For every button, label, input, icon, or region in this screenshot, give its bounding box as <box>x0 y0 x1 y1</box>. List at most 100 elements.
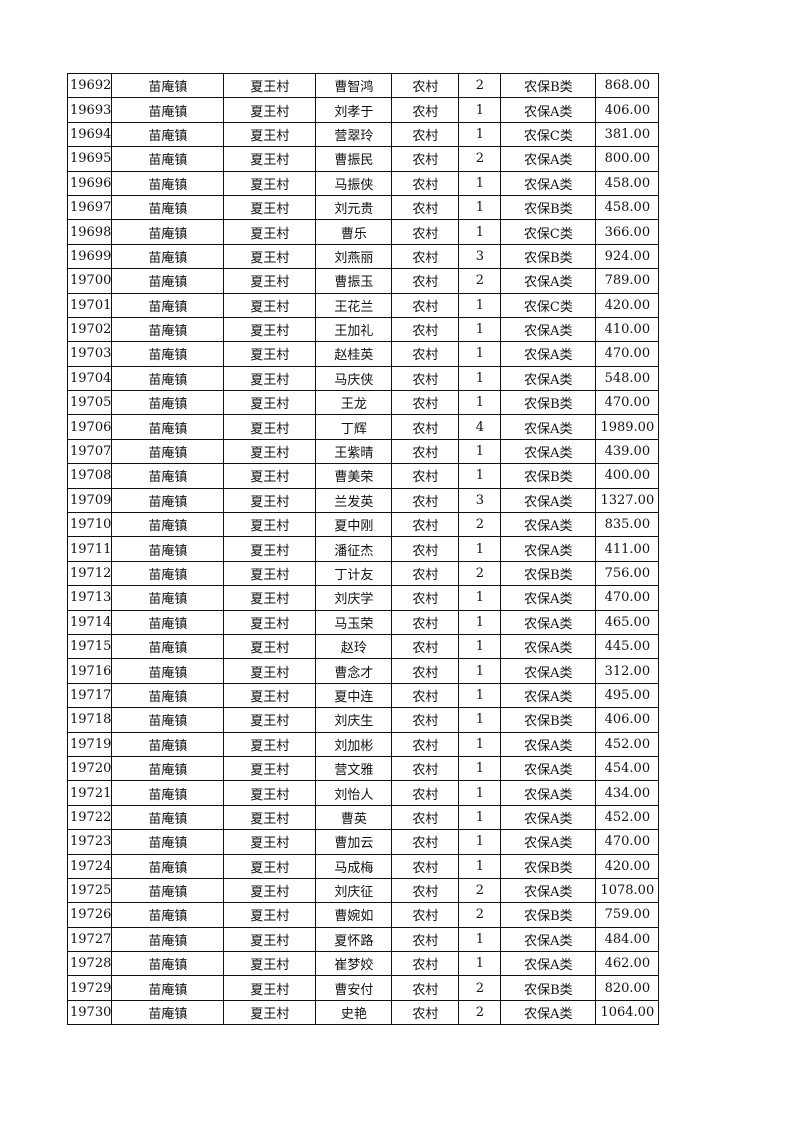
insurance-category-cell: 农保B类 <box>500 560 597 587</box>
insurance-category-cell: 农保A类 <box>500 804 597 831</box>
table-row: 19728 苗庵镇 夏王村 崔梦姣 农村 1 农保A类 462.00 <box>66 951 660 977</box>
amount-cell: 820.00 <box>595 975 660 1001</box>
town-cell: 苗庵镇 <box>111 170 225 196</box>
village-cell: 夏王村 <box>223 341 317 367</box>
insurance-category-cell: 农保A类 <box>500 951 597 977</box>
village-cell: 夏王村 <box>223 804 317 831</box>
town-cell: 苗庵镇 <box>111 512 225 538</box>
amount-cell: 420.00 <box>595 853 660 879</box>
table-row: 19722 苗庵镇 夏王村 曹英 农村 1 农保A类 452.00 <box>66 804 660 831</box>
table-row: 19730 苗庵镇 夏王村 史艳 农村 2 农保A类 1064.00 <box>66 999 660 1026</box>
member-count-cell: 3 <box>458 243 502 270</box>
household-type-cell: 农村 <box>391 707 460 733</box>
member-count-cell: 1 <box>458 292 502 318</box>
member-count-cell: 2 <box>458 975 502 1001</box>
amount-cell: 495.00 <box>595 682 660 709</box>
person-name-cell: 马振侠 <box>315 170 393 196</box>
town-cell: 苗庵镇 <box>111 121 225 148</box>
row-id-cell: 19705 <box>66 390 113 416</box>
member-count-cell: 4 <box>458 414 502 440</box>
table-row: 19698 苗庵镇 夏王村 曹乐 农村 1 农保C类 366.00 <box>66 219 660 245</box>
insurance-category-cell: 农保C类 <box>500 219 597 245</box>
household-type-cell: 农村 <box>391 951 460 977</box>
town-cell: 苗庵镇 <box>111 853 225 879</box>
amount-cell: 410.00 <box>595 316 660 343</box>
town-cell: 苗庵镇 <box>111 682 225 709</box>
member-count-cell: 1 <box>458 390 502 416</box>
row-id-cell: 19727 <box>66 926 113 953</box>
village-cell: 夏王村 <box>223 853 317 879</box>
amount-cell: 470.00 <box>595 341 660 367</box>
town-cell: 苗庵镇 <box>111 755 225 782</box>
insurance-category-cell: 农保A类 <box>500 731 597 757</box>
table-row: 19716 苗庵镇 夏王村 曹念才 农村 1 农保A类 312.00 <box>66 658 660 684</box>
village-cell: 夏王村 <box>223 268 317 294</box>
village-cell: 夏王村 <box>223 97 317 123</box>
amount-cell: 924.00 <box>595 243 660 270</box>
amount-cell: 1064.00 <box>595 999 660 1026</box>
table-body: 19692 苗庵镇 夏王村 曹智鸿 农村 2 农保B类 868.00 19693 苗庵镇 夏王村 刘孝… <box>66 72 660 1026</box>
household-type-cell: 农村 <box>391 194 460 221</box>
member-count-cell: 2 <box>458 877 502 904</box>
town-cell: 苗庵镇 <box>111 658 225 684</box>
insurance-category-cell: 农保A类 <box>500 316 597 343</box>
insurance-category-cell: 农保B类 <box>500 463 597 489</box>
household-type-cell: 农村 <box>391 658 460 684</box>
village-cell: 夏王村 <box>223 780 317 806</box>
table-row: 19706 苗庵镇 夏王村 丁辉 农村 4 农保A类 1989.00 <box>66 414 660 440</box>
household-type-cell: 农村 <box>391 829 460 855</box>
row-id-cell: 19703 <box>66 341 113 367</box>
town-cell: 苗庵镇 <box>111 585 225 611</box>
table-row: 19729 苗庵镇 夏王村 曹安付 农村 2 农保B类 820.00 <box>66 975 660 1001</box>
row-id-cell: 19709 <box>66 487 113 514</box>
table-row: 19718 苗庵镇 夏王村 刘庆生 农村 1 农保B类 406.00 <box>66 707 660 733</box>
row-id-cell: 19717 <box>66 682 113 709</box>
row-id-cell: 19693 <box>66 97 113 123</box>
amount-cell: 470.00 <box>595 390 660 416</box>
person-name-cell: 赵桂英 <box>315 341 393 367</box>
household-type-cell: 农村 <box>391 877 460 904</box>
town-cell: 苗庵镇 <box>111 146 225 172</box>
insurance-category-cell: 农保B类 <box>500 902 597 928</box>
amount-cell: 406.00 <box>595 707 660 733</box>
table-row: 19700 苗庵镇 夏王村 曹振玉 农村 2 农保A类 789.00 <box>66 268 660 294</box>
person-name-cell: 兰发英 <box>315 487 393 514</box>
insurance-category-cell: 农保A类 <box>500 268 597 294</box>
household-type-cell: 农村 <box>391 219 460 245</box>
town-cell: 苗庵镇 <box>111 804 225 831</box>
person-name-cell: 刘怡人 <box>315 780 393 806</box>
row-id-cell: 19700 <box>66 268 113 294</box>
member-count-cell: 1 <box>458 951 502 977</box>
table-row: 19717 苗庵镇 夏王村 夏中连 农村 1 农保A类 495.00 <box>66 682 660 709</box>
table-row: 19695 苗庵镇 夏王村 曹振民 农村 2 农保A类 800.00 <box>66 146 660 172</box>
person-name-cell: 夏怀路 <box>315 926 393 953</box>
household-type-cell: 农村 <box>391 999 460 1026</box>
town-cell: 苗庵镇 <box>111 633 225 660</box>
town-cell: 苗庵镇 <box>111 316 225 343</box>
insurance-category-cell: 农保A类 <box>500 536 597 562</box>
household-type-cell: 农村 <box>391 72 460 99</box>
table-row: 19696 苗庵镇 夏王村 马振侠 农村 1 农保A类 458.00 <box>66 170 660 196</box>
member-count-cell: 1 <box>458 829 502 855</box>
insurance-category-cell: 农保A类 <box>500 97 597 123</box>
member-count-cell: 1 <box>458 926 502 953</box>
town-cell: 苗庵镇 <box>111 365 225 392</box>
village-cell: 夏王村 <box>223 560 317 587</box>
person-name-cell: 潘征杰 <box>315 536 393 562</box>
person-name-cell: 营翠玲 <box>315 121 393 148</box>
insurance-category-cell: 农保A类 <box>500 170 597 196</box>
table-row: 19701 苗庵镇 夏王村 王花兰 农村 1 农保C类 420.00 <box>66 292 660 318</box>
person-name-cell: 赵玲 <box>315 633 393 660</box>
household-type-cell: 农村 <box>391 243 460 270</box>
member-count-cell: 1 <box>458 170 502 196</box>
person-name-cell: 刘庆征 <box>315 877 393 904</box>
insurance-category-cell: 农保A类 <box>500 682 597 709</box>
insurance-category-cell: 农保A类 <box>500 926 597 953</box>
person-name-cell: 刘元贵 <box>315 194 393 221</box>
household-type-cell: 农村 <box>391 682 460 709</box>
village-cell: 夏王村 <box>223 487 317 514</box>
table-row: 19723 苗庵镇 夏王村 曹加云 农村 1 农保A类 470.00 <box>66 829 660 855</box>
town-cell: 苗庵镇 <box>111 72 225 99</box>
member-count-cell: 1 <box>458 341 502 367</box>
member-count-cell: 1 <box>458 633 502 660</box>
